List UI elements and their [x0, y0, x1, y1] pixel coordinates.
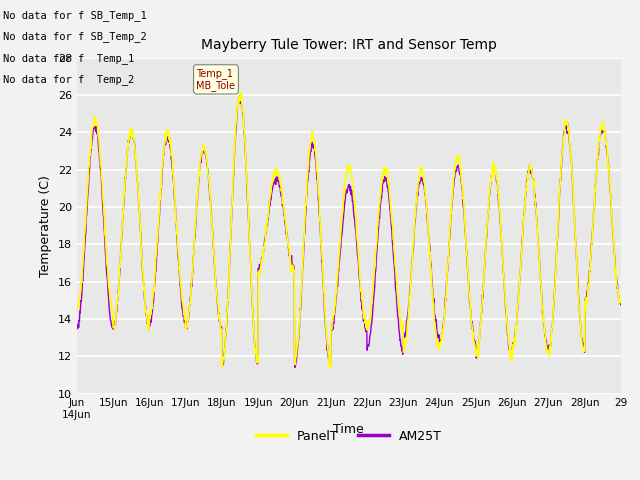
- Legend: PanelT, AM25T: PanelT, AM25T: [251, 425, 447, 448]
- Text: Temp_1
MB_Tole: Temp_1 MB_Tole: [196, 68, 236, 91]
- X-axis label: Time: Time: [333, 423, 364, 436]
- Text: No data for f SB_Temp_2: No data for f SB_Temp_2: [3, 31, 147, 42]
- Text: No data for f  Temp_2: No data for f Temp_2: [3, 74, 134, 85]
- Title: Mayberry Tule Tower: IRT and Sensor Temp: Mayberry Tule Tower: IRT and Sensor Temp: [201, 38, 497, 52]
- Text: No data for f  Temp_1: No data for f Temp_1: [3, 53, 134, 64]
- Text: No data for f SB_Temp_1: No data for f SB_Temp_1: [3, 10, 147, 21]
- Y-axis label: Temperature (C): Temperature (C): [39, 175, 52, 276]
